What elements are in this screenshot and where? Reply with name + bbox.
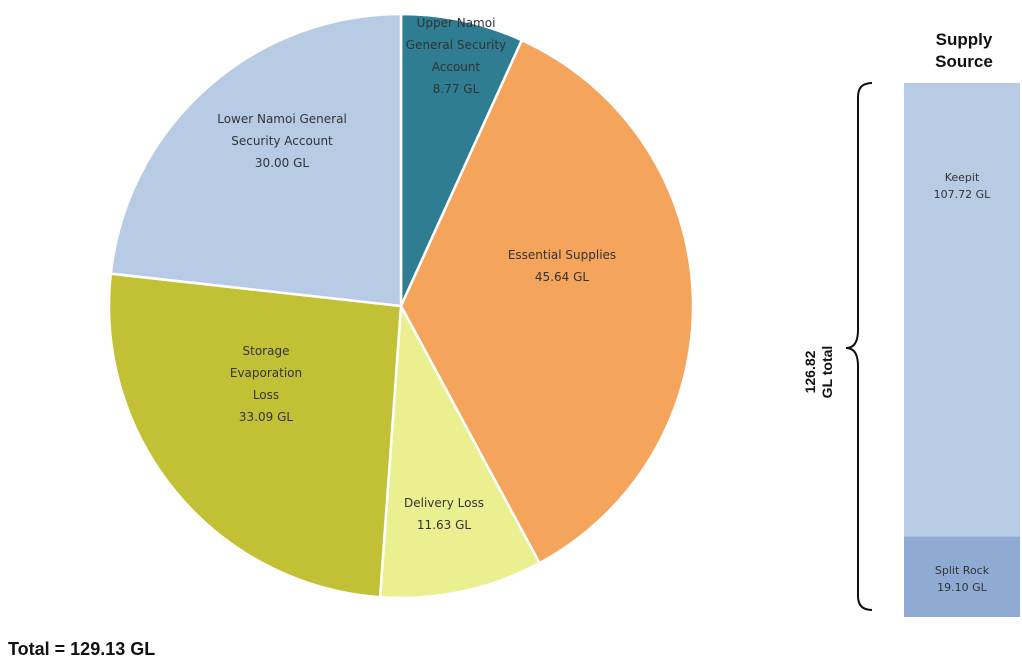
pie-slice-0 [399,12,524,307]
pie-slice-4 [109,12,403,308]
pie-slice-0-label-line-2: Account [432,60,481,74]
pie-labels: Upper Namoi General Security Account 8.77 G… [217,16,616,532]
total-label: Total = 129.13 GL [8,639,155,659]
pie-slice-1 [399,38,695,565]
bar-segment-0-label-line-1: 107.72 GL [934,188,992,201]
pie-slice-3-label-line-2: Loss [253,388,279,402]
supply-source-title-line-2: Source [935,52,993,71]
pie-slice-3-label-line-1: Evaporation [230,366,302,380]
pie-slice-4-label-line-1: Security Account [231,134,333,148]
total-brace [845,82,873,611]
pie-slice-2-label-line-0: Delivery Loss [404,496,484,510]
pie-slice-3-label-line-3: 33.09 GL [239,410,293,424]
pie-chart [107,12,695,600]
bar-segment-keepit [904,83,1020,537]
pie-slice-0-label-line-0: Upper Namoi [417,16,496,30]
pie-slice-3 [107,272,403,599]
bar-segment-0-label-line-0: Keepit [945,171,980,184]
pie-slice-2-label-line-1: 11.63 GL [417,518,471,532]
pie-slice-0-label-line-1: General Security [406,38,506,52]
supply-source-bar: Keepit 107.72 GL Split Rock 19.10 GL [904,83,1020,617]
pie-slice-4-label-line-2: 30.00 GL [255,156,309,170]
pie-slice-1-label-line-1: 45.64 GL [535,270,589,284]
brace-total-unit: GL total [819,346,835,399]
pie-slice-0-label-line-3: 8.77 GL [433,82,480,96]
pie-slice-4-label-line-0: Lower Namoi General [217,112,347,126]
pie-slice-2 [378,301,542,600]
brace-total-value: 126.82 [802,350,818,393]
pie-slice-3-label-line-0: Storage [243,344,290,358]
pie-slice-1-label-line-0: Essential Supplies [508,248,616,262]
supply-source-title-line-1: Supply [936,30,993,49]
bar-segment-split-rock [904,536,1020,617]
bar-segment-1-label-line-1: 19.10 GL [937,581,988,594]
bar-segment-1-label-line-0: Split Rock [935,564,990,577]
